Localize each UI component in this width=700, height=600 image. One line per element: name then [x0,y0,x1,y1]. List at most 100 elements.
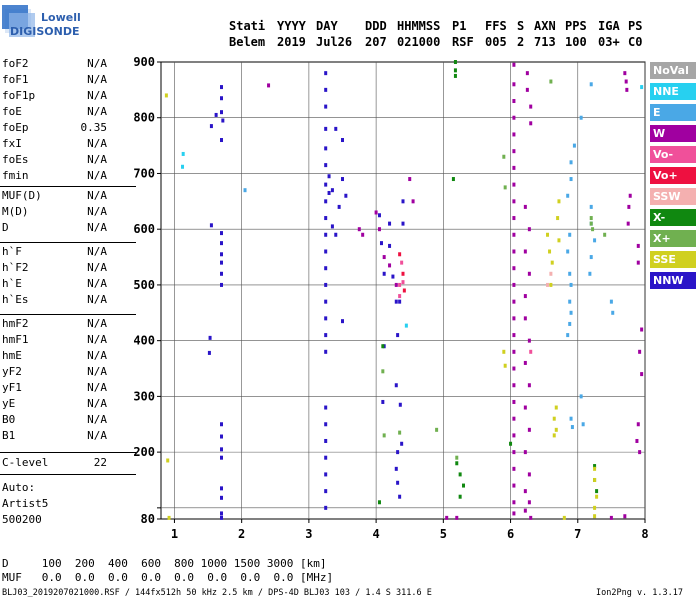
data-point-nnw [220,96,223,101]
distance-row: D 100 200 400 600 800 1000 1500 3000 [km… [2,557,327,570]
data-point-w [635,438,639,443]
data-point-e [589,82,593,87]
data-point-nnw [324,266,328,271]
data-point-w [512,416,516,421]
data-point-x [455,461,459,466]
data-point-w [523,508,527,513]
data-point-w [408,177,412,182]
auto-scaling-text: Artist5 [2,497,49,510]
data-point-nnw [324,71,328,76]
data-point-w [512,466,516,471]
legend-item-sse: SSE [650,251,696,268]
data-point-w [512,383,516,388]
lowell-logo: Lowell DIGISONDE [2,5,80,38]
data-point-sse [556,216,560,221]
auto-scaling-text: 500200 [2,513,42,526]
divider [0,186,136,187]
param-name: foE [2,105,22,118]
data-point-w [512,249,516,254]
data-point-nnw [324,87,328,92]
data-point-w [382,255,386,260]
data-point-w [523,316,527,321]
data-point-vo [398,294,402,299]
param-name: yF1 [2,381,22,394]
param-value: N/A [87,245,107,258]
data-point-nnw [324,455,328,460]
data-point-nne [640,85,644,90]
param-name: hmE [2,349,22,362]
data-point-nnw [214,112,218,117]
data-point-nnw [391,274,395,279]
data-point-w [628,193,632,198]
x-tick-label: 6 [507,527,514,541]
divider [0,452,136,453]
data-point-nnw [220,138,223,143]
data-point-nnw [220,282,223,287]
data-point-e [569,310,573,315]
data-point-vo [402,288,406,293]
divider [0,242,136,243]
data-point-nnw [324,333,328,338]
y-tick-label: 80 [141,512,155,526]
data-point-w [523,450,527,455]
param-name: D [2,221,9,234]
data-point-w [388,263,392,268]
data-point-w [512,199,516,204]
param-name: h`E [2,277,22,290]
data-point-e [588,271,592,276]
data-point-w [529,104,533,109]
param-value: N/A [87,73,107,86]
legend-item-e: E [650,104,696,121]
param-value: 22 [93,456,107,469]
data-point-sse [554,405,558,410]
param-name: h`F [2,245,22,258]
data-point-nnw [209,124,213,129]
data-point-w [512,333,516,338]
x-tick-label: 4 [372,527,379,541]
data-point-w [623,514,627,519]
data-point-w [627,204,631,209]
data-point-x [503,185,507,190]
data-point-sse [502,349,506,354]
data-point-w [512,433,516,438]
data-point-nnw [341,319,344,324]
data-point-x [381,344,385,349]
data-point-sse [164,93,168,98]
data-point-nnw [220,260,223,265]
data-point-nnw [398,299,402,304]
data-point-nnw [220,422,223,427]
data-point-w [512,132,516,137]
param-name: hmF2 [2,317,29,330]
param-value: N/A [87,333,107,346]
logo-line1: Lowell [41,11,80,24]
data-point-w [523,405,527,410]
header-col-4: HHMMSS [397,19,441,33]
data-point-w [512,299,516,304]
data-point-nnw [394,299,398,304]
header-col-2: DAY [316,19,338,33]
param-value: N/A [87,397,107,410]
param-value: N/A [87,261,107,274]
data-point-nnw [220,434,223,439]
data-point-w [523,294,527,299]
data-point-nnw [396,480,400,485]
data-point-nnw [324,438,328,443]
data-point-e [569,416,573,421]
param-name: h`F2 [2,261,29,274]
data-point-ssw [549,271,553,276]
legend-item-vo: Vo- [650,146,696,163]
data-point-nnw [324,282,328,287]
data-point-x [595,489,599,494]
data-point-x [549,79,553,84]
data-point-nnw [324,182,328,187]
data-point-nnw [324,104,328,109]
data-point-w [512,366,516,371]
data-point-x [382,433,386,438]
data-point-x [603,232,607,237]
data-point-sse [552,433,556,438]
data-point-w [512,316,516,321]
data-point-nnw [401,199,405,204]
data-point-sse [554,427,558,432]
header-val-5: RSF [452,35,474,49]
